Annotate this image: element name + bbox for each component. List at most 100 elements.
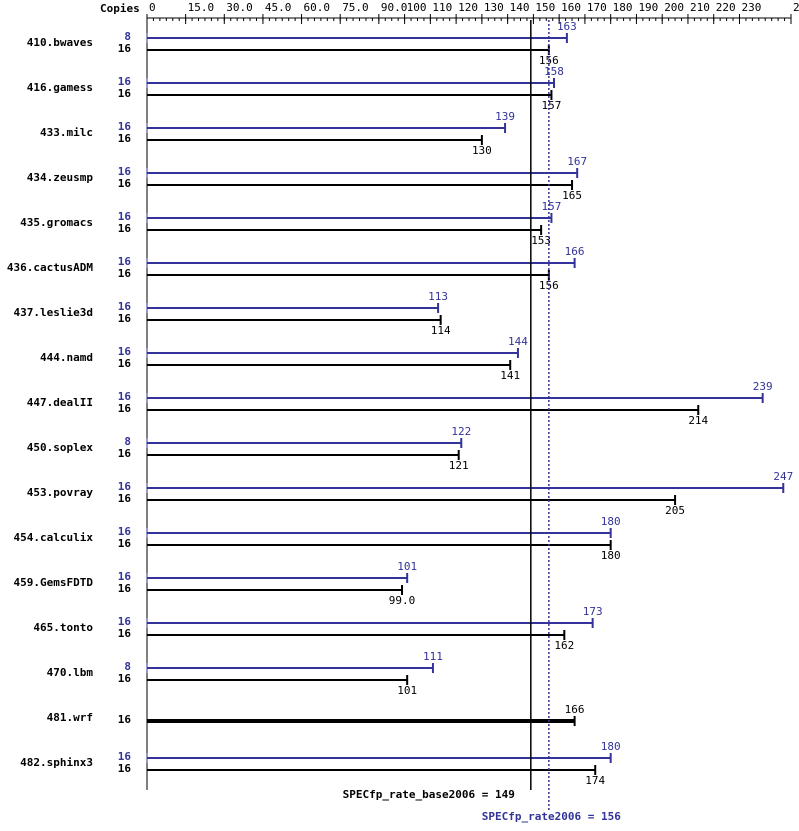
value-label: 153 — [531, 234, 551, 247]
copies-label: 16 — [118, 300, 132, 313]
x-tick-label: 230 — [741, 1, 761, 14]
x-tick-label: 45.0 — [265, 1, 292, 14]
copies-label: 16 — [118, 255, 132, 268]
value-label: 163 — [557, 20, 577, 33]
value-label: 121 — [449, 459, 469, 472]
copies-label: 16 — [118, 713, 132, 726]
x-tick-label: 110 — [432, 1, 452, 14]
copies-label: 16 — [118, 87, 132, 100]
copies-label: 16 — [118, 75, 132, 88]
value-label: 139 — [495, 110, 515, 123]
value-label: 167 — [567, 155, 587, 168]
copies-header: Copies — [100, 2, 140, 15]
value-label: 214 — [688, 414, 708, 427]
value-label: 130 — [472, 144, 492, 157]
x-tick-label: 150 — [535, 1, 555, 14]
benchmark-label: 465.tonto — [33, 621, 93, 634]
copies-label: 16 — [118, 210, 132, 223]
value-label: 162 — [554, 639, 574, 652]
copies-label: 16 — [118, 582, 132, 595]
value-label: 247 — [773, 470, 793, 483]
value-label: 166 — [565, 245, 585, 258]
copies-label: 16 — [118, 177, 132, 190]
value-label: 141 — [500, 369, 520, 382]
value-label: 101 — [397, 684, 417, 697]
benchmark-label: 437.leslie3d — [14, 306, 93, 319]
x-tick-label: 60.0 — [304, 1, 331, 14]
benchmark-label: 433.milc — [40, 126, 93, 139]
benchmark-label: 435.gromacs — [20, 216, 93, 229]
x-tick-label: 140 — [510, 1, 530, 14]
copies-label: 8 — [124, 30, 131, 43]
value-label: 122 — [451, 425, 471, 438]
x-tick-label: 210 — [690, 1, 710, 14]
value-label: 101 — [397, 560, 417, 573]
value-label: 165 — [562, 189, 582, 202]
benchmark-label: 447.dealII — [27, 396, 93, 409]
copies-label: 16 — [118, 345, 132, 358]
x-tick-label: 100 — [407, 1, 427, 14]
x-tick-label: 90.0 — [381, 1, 408, 14]
benchmark-label: 410.bwaves — [27, 36, 93, 49]
copies-label: 16 — [118, 492, 132, 505]
benchmark-label: 453.povray — [27, 486, 94, 499]
value-label: 111 — [423, 650, 443, 663]
benchmark-label: 434.zeusmp — [27, 171, 94, 184]
benchmark-label: 436.cactusADM — [7, 261, 93, 274]
copies-label: 16 — [118, 132, 132, 145]
copies-label: 8 — [124, 660, 131, 673]
copies-label: 16 — [118, 267, 132, 280]
value-label: 166 — [565, 703, 585, 716]
benchmark-label: 444.namd — [40, 351, 93, 364]
x-tick-label: 30.0 — [226, 1, 253, 14]
value-label: 157 — [541, 200, 561, 213]
x-tick-label: 170 — [587, 1, 607, 14]
x-tick-label: 190 — [638, 1, 658, 14]
value-label: 180 — [601, 515, 621, 528]
copies-label: 16 — [118, 525, 132, 538]
copies-label: 16 — [118, 615, 132, 628]
x-tick-label: 15.0 — [188, 1, 215, 14]
copies-label: 16 — [118, 120, 132, 133]
value-label: 205 — [665, 504, 685, 517]
copies-label: 16 — [118, 570, 132, 583]
reference-label: SPECfp_rate2006 = 156 — [482, 810, 621, 823]
x-tick-label: 0 — [149, 1, 156, 14]
value-label: 180 — [601, 740, 621, 753]
value-label: 174 — [585, 774, 605, 787]
copies-label: 16 — [118, 222, 132, 235]
copies-label: 16 — [118, 402, 132, 415]
x-tick-label: 120 — [458, 1, 478, 14]
value-label: 180 — [601, 549, 621, 562]
copies-label: 16 — [118, 750, 132, 763]
copies-label: 16 — [118, 357, 132, 370]
benchmark-label: 450.soplex — [27, 441, 94, 454]
copies-label: 16 — [118, 447, 132, 460]
value-label: 158 — [544, 65, 564, 78]
reference-label: SPECfp_rate_base2006 = 149 — [343, 788, 515, 801]
copies-label: 16 — [118, 312, 132, 325]
value-label: 144 — [508, 335, 528, 348]
copies-label: 16 — [118, 480, 132, 493]
copies-label: 16 — [118, 537, 132, 550]
copies-label: 16 — [118, 627, 132, 640]
benchmark-label: 454.calculix — [14, 531, 94, 544]
x-tick-label: 160 — [561, 1, 581, 14]
copies-label: 16 — [118, 165, 132, 178]
value-label: 113 — [428, 290, 448, 303]
x-tick-label: 250 — [793, 1, 799, 14]
benchmark-label: 482.sphinx3 — [20, 756, 93, 769]
x-tick-label: 200 — [664, 1, 684, 14]
x-tick-label: 220 — [716, 1, 736, 14]
benchmark-label: 470.lbm — [47, 666, 94, 679]
value-label: 114 — [431, 324, 451, 337]
benchmark-label: 481.wrf — [47, 711, 93, 724]
value-label: 239 — [753, 380, 773, 393]
copies-label: 8 — [124, 435, 131, 448]
value-label: 173 — [583, 605, 603, 618]
value-label: 157 — [541, 99, 561, 112]
copies-label: 16 — [118, 762, 132, 775]
copies-label: 16 — [118, 42, 132, 55]
